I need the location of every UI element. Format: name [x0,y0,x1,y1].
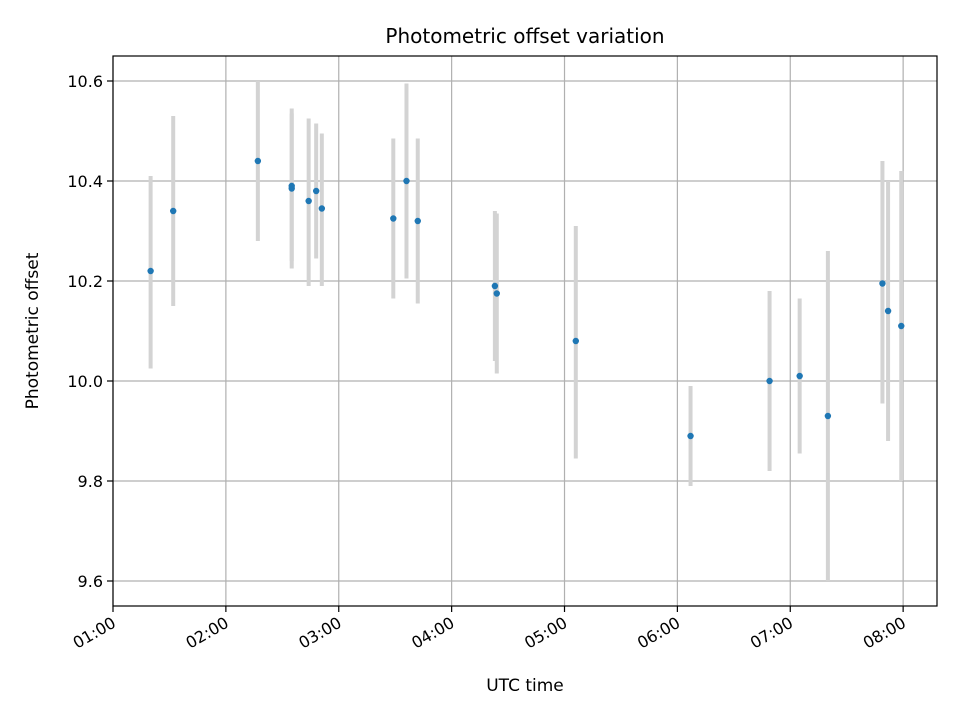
data-point [572,337,579,345]
data-point [491,282,499,290]
data-point [403,177,410,185]
data-point [884,307,892,315]
y-tick-label: 10.2 [67,272,103,291]
data-point [879,280,886,287]
y-tick-label: 9.6 [78,572,103,591]
chart-title: Photometric offset variation [385,24,664,48]
data-point [390,215,397,222]
data-point [493,290,500,297]
data-point [254,157,262,165]
data-point [318,205,326,212]
data-point [312,187,320,195]
data-point [687,432,694,440]
data-point [414,217,421,225]
data-point [288,182,295,190]
plot-frame [112,55,938,607]
data-point [898,322,905,330]
data-point [305,197,312,205]
data-point [170,207,177,215]
data-point [824,412,832,420]
x-axis-title: UTC time [486,676,564,696]
data-point [147,267,154,275]
y-tick-label: 9.8 [78,472,103,491]
y-tick-label: 10.0 [67,372,103,391]
grid [112,56,937,606]
y-tick-label: 10.6 [67,72,103,91]
y-axis: 9.6 9.8 10.0 10.2 10.4 10.6 [67,72,113,591]
y-tick-label: 10.4 [67,172,103,191]
data-point [796,372,803,380]
data-point [766,377,773,385]
y-axis-title: Photometric offset [23,252,43,409]
data-points [147,157,905,440]
